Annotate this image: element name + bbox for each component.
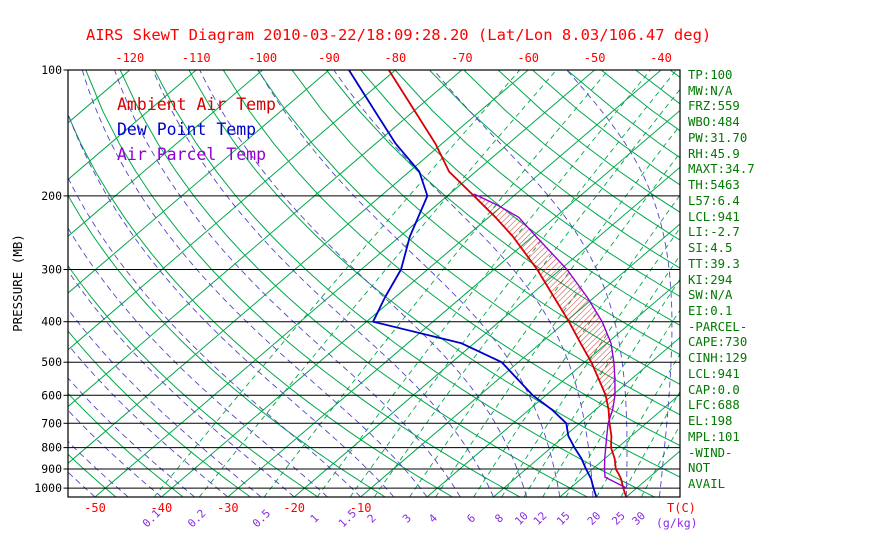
bottom-temp-label: -40 [151, 501, 173, 515]
legend-item: Dew Point Temp [117, 120, 256, 139]
mixing-ratio-label: 25 [609, 509, 628, 528]
top-axis-label: -90 [318, 51, 340, 65]
panel-line: MAXT:34.7 [688, 162, 755, 177]
pressure-label: 600 [41, 388, 62, 402]
moist-adiabat-lines [68, 70, 673, 497]
mixing-ratio-lines [153, 70, 680, 497]
panel-line: TP:100 [688, 68, 733, 82]
panel-line: L57:6.4 [688, 193, 740, 208]
panel-line: CAPE:730 [688, 335, 748, 350]
legend: Ambient Air Temp Dew Point Temp Air Parcel… [117, 95, 276, 164]
pressure-label: 800 [41, 441, 62, 455]
legend-item: Air Parcel Temp [117, 145, 266, 164]
top-axis-label: -80 [385, 51, 407, 65]
panel-line: LI:-2.7 [688, 225, 740, 240]
mixing-unit-label: (g/kg) [656, 516, 698, 530]
panel-line: LCL:941 [688, 209, 740, 224]
mixing-ratio-label: 2 [365, 512, 379, 526]
top-axis-label: -40 [650, 51, 672, 65]
pressure-tick-labels: 100 200 300 400 500 600 700 800 900 1000 PRESSURE … [10, 63, 68, 495]
bottom-temp-label: -20 [283, 501, 305, 515]
pressure-label: 900 [41, 462, 62, 476]
panel-line: -PARCEL- [688, 319, 748, 334]
panel-line: TH:5463 [688, 178, 740, 193]
panel-line: LCL:941 [688, 366, 740, 381]
top-axis-labels: -120 -110 -100 -90 -80 -70 -60 -50 -40 [115, 51, 671, 65]
mixing-ratio-label: 1 [308, 512, 322, 526]
panel-line: WBO:484 [688, 115, 740, 130]
parcel-line [473, 193, 628, 489]
panel-line: AVAIL [688, 477, 726, 492]
mixing-ratio-label: 6 [464, 512, 478, 526]
mixing-ratio-label: 12 [531, 509, 550, 528]
pressure-label: 500 [41, 355, 62, 369]
panel-line: EL:198 [688, 414, 733, 429]
panel-line: TT:39.3 [688, 256, 740, 271]
panel-line: -WIND- [688, 445, 733, 460]
pressure-label: 200 [41, 189, 62, 203]
top-axis-label: -60 [517, 51, 539, 65]
mixing-ratio-label: 4 [426, 511, 440, 525]
plot-border [67, 69, 681, 498]
mixing-ratio-label: 0.2 [185, 507, 208, 530]
mixing-ratio-label: 8 [492, 512, 506, 526]
panel-line: PW:31.70 [688, 130, 748, 145]
pressure-label: 300 [41, 263, 62, 277]
panel-line: RH:45.9 [688, 146, 740, 161]
panel-line: NOT [688, 461, 711, 476]
stats-panel: TP:100 MW:N/A FRZ:559 WBO:484 PW:31.70 RH:45.… [688, 68, 755, 493]
bottom-temp-label: -50 [84, 501, 106, 515]
top-axis-label: -70 [451, 51, 473, 65]
panel-line: CAP:0.0 [688, 382, 740, 397]
mixing-ratio-label: 20 [585, 509, 604, 528]
panel-line: CINH:129 [688, 351, 748, 366]
mixing-ratio-label: 3 [400, 512, 414, 526]
pressure-label: 100 [41, 63, 62, 77]
pressure-label: 700 [41, 416, 62, 430]
top-axis-label: -50 [584, 51, 606, 65]
panel-line: SI:4.5 [688, 241, 733, 256]
mixing-ratio-label: 10 [512, 509, 531, 528]
panel-line: SW:N/A [688, 288, 733, 303]
legend-item: Ambient Air Temp [117, 95, 276, 114]
bottom-temp-label: -30 [217, 501, 239, 515]
panel-line: MW:N/A [688, 83, 733, 98]
mixing-ratio-label: 0.5 [250, 507, 273, 530]
panel-line: MPL:101 [688, 429, 740, 444]
mixing-ratio-label: 15 [554, 509, 573, 528]
pressure-label: 1000 [34, 481, 62, 495]
dewpoint-line [348, 70, 598, 497]
bottom-temp-labels: -50 -40 -30 -20 -10 T(C) [84, 501, 696, 515]
pressure-label: 400 [41, 315, 62, 329]
ambient-line [388, 70, 628, 497]
cape-hatch-area [471, 194, 615, 421]
top-axis-label: -120 [115, 51, 144, 65]
mixing-ratio-label: 30 [629, 509, 648, 528]
pressure-axis-title: PRESSURE (MB) [10, 234, 25, 332]
panel-line: KI:294 [688, 272, 733, 287]
temp-unit-label: T(C) [667, 501, 696, 515]
panel-line: EI:0.1 [688, 304, 733, 319]
profile-lines [348, 70, 628, 497]
panel-line: FRZ:559 [688, 99, 740, 114]
top-axis-label: -100 [248, 51, 277, 65]
grid-layer [68, 70, 680, 497]
chart-title: AIRS SkewT Diagram 2010-03-22/18:09:28.2… [86, 26, 712, 44]
bottom-temp-label: -10 [350, 501, 372, 515]
panel-line: LFC:688 [688, 398, 740, 413]
top-axis-label: -110 [182, 51, 211, 65]
dry-adiabat-lines [68, 70, 680, 497]
